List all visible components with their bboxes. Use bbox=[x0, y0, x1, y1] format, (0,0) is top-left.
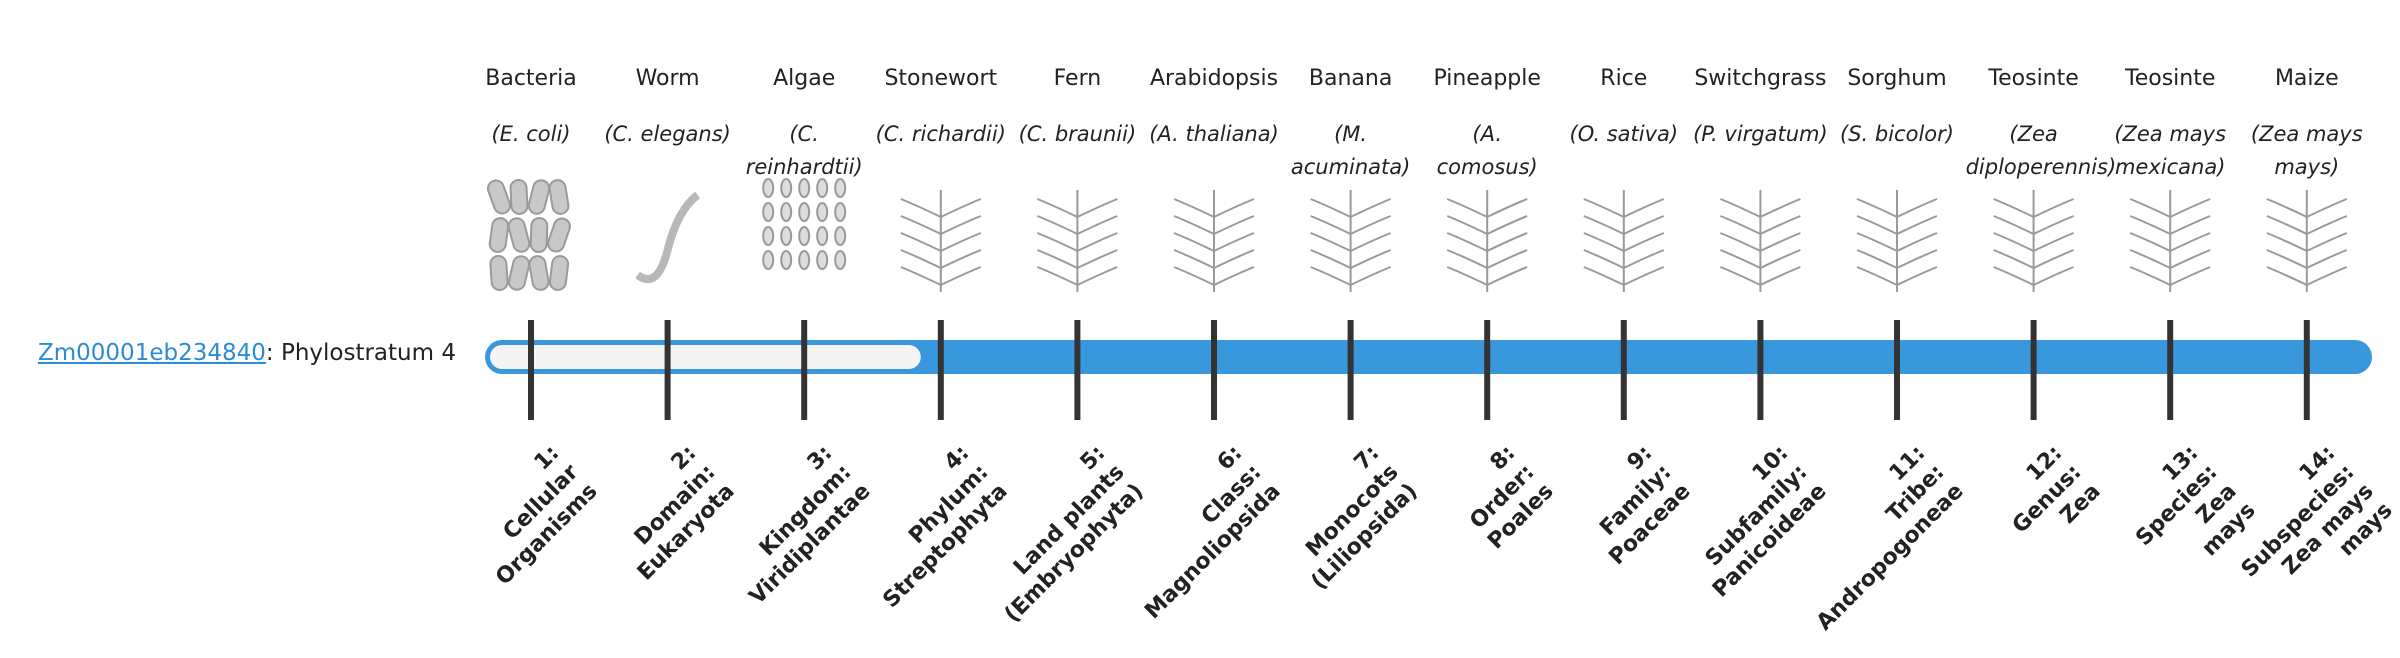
organism-species: (O. sativa) bbox=[1569, 122, 1679, 146]
organism-column: Stonewort (C. richardii) bbox=[873, 0, 1009, 300]
organism-name: Algae bbox=[773, 66, 836, 91]
organism-name: Arabidopsis bbox=[1149, 66, 1279, 91]
organism-name: Worm bbox=[635, 66, 700, 91]
organism-column: Worm (C. elegans) bbox=[600, 0, 736, 300]
organism-name: Sorghum bbox=[1847, 66, 1947, 91]
organism-species: (Zea diploperennis) bbox=[1965, 122, 2117, 179]
organism-column: Teosinte (Zea mays mexicana) bbox=[2102, 0, 2238, 300]
organism-column: Arabidopsis (A. thaliana) bbox=[1146, 0, 1282, 300]
organism-illustration bbox=[1583, 190, 1665, 292]
organism-column: Switchgrass (P. virgatum) bbox=[1692, 0, 1828, 300]
page: Zm00001eb234840: Phylostratum 4 (() => {… bbox=[38, 0, 2398, 636]
organism-column: Rice (O. sativa) bbox=[1556, 0, 1692, 300]
organism-illustration bbox=[2129, 190, 2211, 292]
organism-column: Teosinte (Zea diploperennis) bbox=[1965, 0, 2117, 300]
organism-column: Algae (C. reinhardtii) bbox=[736, 0, 872, 300]
organism-species: (Zea mays mexicana) bbox=[2114, 122, 2227, 179]
organism-species: (C. richardii) bbox=[875, 122, 1006, 146]
organism-species: (C. braunii) bbox=[1018, 122, 1137, 146]
organism-illustration bbox=[1720, 190, 1801, 292]
organism-illustration bbox=[1993, 190, 2074, 292]
organism-species: (M. acuminata) bbox=[1290, 122, 1411, 179]
phylostratum-text: : Phylostratum 4 bbox=[265, 340, 456, 366]
organism-species: (C. reinhardtii) bbox=[745, 122, 863, 179]
organism-illustration bbox=[1037, 190, 1118, 292]
organism-name: Bacteria bbox=[485, 66, 577, 91]
organism-species: (E. coli) bbox=[491, 122, 571, 146]
organism-species: (C. elegans) bbox=[604, 122, 731, 146]
organism-species: (A. comosus) bbox=[1436, 122, 1538, 179]
timeline bbox=[485, 178, 2372, 420]
organism-illustration bbox=[1856, 190, 1938, 292]
organism-species: (P. virgatum) bbox=[1693, 122, 1828, 146]
organism-name: Fern bbox=[1053, 66, 1102, 91]
organism-illustration bbox=[486, 179, 571, 291]
organism-illustration bbox=[1446, 190, 1528, 292]
organism-species: (S. bicolor) bbox=[1840, 122, 1954, 146]
organism-species: (Zea mays mays) bbox=[2250, 122, 2363, 179]
organism-name: Pineapple bbox=[1433, 66, 1541, 91]
organism-name: Teosinte bbox=[1988, 66, 2079, 91]
organism-illustration bbox=[1173, 190, 1255, 292]
organism-name: Stonewort bbox=[884, 66, 998, 91]
organism-illustration bbox=[900, 190, 982, 292]
organism-species: (A. thaliana) bbox=[1149, 122, 1279, 146]
organism-column: Bacteria (E. coli) bbox=[463, 0, 599, 300]
organism-illustration bbox=[2266, 190, 2348, 292]
organism-name: Switchgrass bbox=[1694, 66, 1827, 91]
organism-column: Pineapple (A. comosus) bbox=[1419, 0, 1555, 300]
bar-track bbox=[485, 340, 2372, 374]
organism-name: Maize bbox=[2274, 66, 2339, 91]
organism-column: Fern (C. braunii) bbox=[1009, 0, 1145, 300]
organism-name: Rice bbox=[1600, 66, 1648, 91]
gene-link[interactable]: Zm00001eb234840 bbox=[38, 340, 266, 366]
bar-unfilled bbox=[490, 345, 921, 369]
organism-name: Banana bbox=[1308, 66, 1393, 91]
organism-illustration bbox=[1310, 190, 1391, 292]
gene-label: Zm00001eb234840: Phylostratum 4 bbox=[38, 340, 456, 366]
organism-illustration bbox=[762, 178, 847, 270]
organism-column: Banana (M. acuminata) bbox=[1283, 0, 1419, 300]
organism-column: Sorghum (S. bicolor) bbox=[1829, 0, 1965, 300]
organism-name: Teosinte bbox=[2125, 66, 2216, 91]
organism-column: Maize (Zea mays mays) bbox=[2239, 0, 2375, 300]
organism-illustration bbox=[635, 191, 701, 284]
